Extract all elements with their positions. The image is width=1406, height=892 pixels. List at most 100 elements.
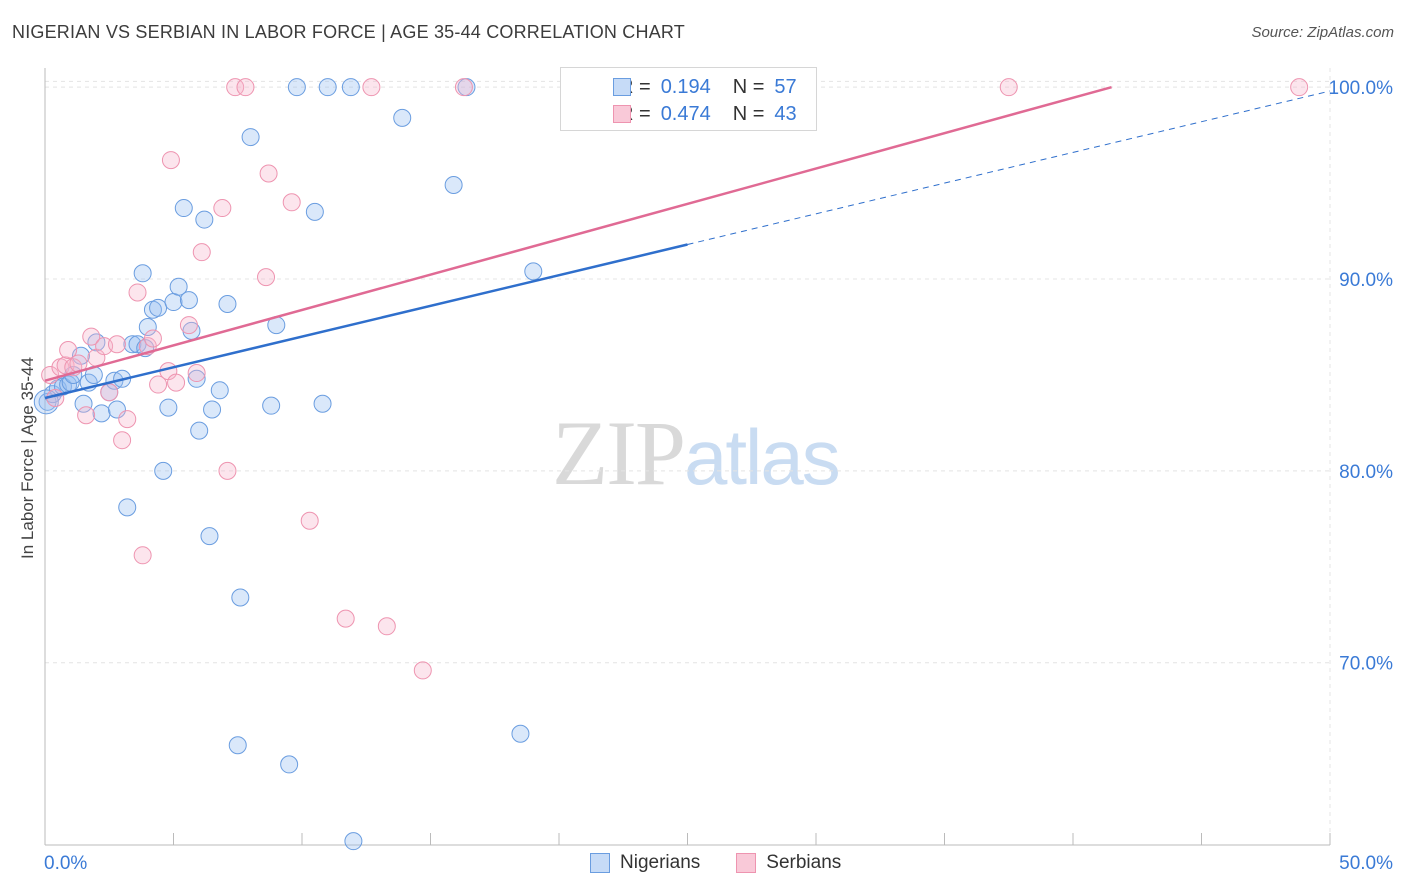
legend-swatch-nigerians [613, 78, 631, 96]
serbian-point [218, 461, 237, 480]
serbian-point [257, 268, 276, 287]
legend-n-label: N = [732, 102, 765, 125]
serbian-point [413, 661, 432, 680]
watermark-atlas: atlas [684, 413, 841, 501]
serbians-trend-line [44, 85, 1112, 382]
source-label: Source: ZipAtlas.com [1251, 24, 1394, 41]
nigerians-points [33, 78, 646, 851]
y-tick-label: 70.0% [1339, 654, 1393, 675]
nigerian-point [164, 293, 183, 312]
nigerian-point [241, 128, 260, 147]
nigerian-point [200, 527, 219, 546]
nigerian-point [149, 298, 168, 317]
x-tick-label-min: 0.0% [44, 853, 87, 874]
nigerian-point [74, 394, 93, 413]
nigerians-trend-extension [687, 90, 1331, 245]
serbian-point [454, 78, 473, 97]
nigerian-point [138, 318, 157, 336]
watermark: ZIPatlas [552, 400, 841, 506]
serbian-point [1290, 78, 1309, 97]
y-tick-label: 90.0% [1339, 270, 1393, 291]
serbian-point [192, 243, 211, 262]
legend-r-value: 0.194 [660, 75, 711, 98]
series-legend: Nigerians Serbians [590, 852, 877, 874]
serbian-point [259, 164, 278, 183]
serbian-point [377, 617, 396, 636]
serbians-label: Serbians [766, 852, 842, 873]
nigerian-point [203, 400, 222, 419]
serbians-swatch [736, 853, 757, 873]
nigerian-point [231, 588, 250, 607]
legend-row-nigerians: R = 0.194 N = 57 [587, 74, 797, 100]
serbian-point [213, 199, 232, 218]
nigerian-point [344, 832, 363, 851]
serbian-point [187, 364, 206, 383]
legend-n-label: N = [732, 75, 765, 98]
nigerian-point [210, 381, 229, 400]
nigerians-label: Nigerians [620, 852, 701, 873]
serbian-point [300, 511, 319, 530]
series-legend-nigerians: Nigerians [590, 852, 700, 874]
nigerian-point [262, 396, 281, 415]
nigerian-point [159, 398, 178, 417]
y-tick-label: 80.0% [1339, 462, 1393, 483]
serbian-point [128, 283, 147, 302]
nigerian-point [154, 461, 173, 480]
nigerian-point [174, 199, 193, 218]
serbian-point [77, 406, 96, 425]
nigerians-swatch [590, 853, 610, 873]
y-tick-label: 100.0% [1329, 78, 1394, 99]
serbian-point [236, 78, 255, 97]
nigerian-point [524, 262, 543, 281]
serbian-point [82, 327, 101, 346]
legend-n-value: 43 [774, 102, 797, 125]
nigerian-point [195, 210, 214, 229]
nigerian-point [393, 108, 412, 127]
correlation-legend: R = 0.194 N = 57 R = 0.474 N = 43 [560, 67, 817, 131]
nigerian-point [179, 291, 198, 310]
axes [44, 68, 1331, 846]
serbian-point [113, 431, 132, 450]
nigerian-point [318, 78, 337, 97]
nigerian-point [305, 202, 324, 221]
grid-lines [45, 68, 1331, 845]
nigerian-point [228, 736, 247, 755]
tick-labels: 70.0% 80.0% 90.0% 100.0% 0.0% 50.0% [44, 78, 1393, 874]
nigerian-point [187, 369, 206, 388]
serbian-point [107, 335, 126, 354]
chart-title: NIGERIAN VS SERBIAN IN LABOR FORCE | AGE… [12, 22, 685, 42]
legend-row-serbians: R = 0.474 N = 43 [587, 101, 797, 127]
serbian-point [167, 373, 186, 392]
serbian-point [59, 341, 78, 360]
serbian-point [362, 78, 381, 97]
nigerian-point [190, 421, 209, 440]
nigerians-trend-line [44, 243, 688, 400]
serbian-point [143, 329, 162, 348]
nigerian-point [218, 294, 237, 313]
nigerian-point [280, 755, 299, 774]
nigerian-point [287, 78, 306, 97]
nigerian-point [313, 394, 332, 413]
serbian-point [149, 375, 168, 394]
nigerian-point [511, 724, 530, 743]
nigerian-point [169, 277, 188, 296]
legend-n-value: 57 [774, 75, 797, 98]
nigerian-point [341, 78, 360, 97]
serbian-point [161, 151, 180, 170]
legend-r-value: 0.474 [660, 102, 711, 125]
serbian-point [133, 546, 152, 565]
trend-lines [44, 85, 1331, 400]
serbian-point [282, 193, 301, 212]
nigerian-point [133, 264, 152, 283]
watermark-zip: ZIP [552, 402, 686, 504]
serbian-point [226, 78, 245, 97]
serbian-point [118, 410, 137, 429]
nigerian-point [92, 404, 111, 423]
series-legend-serbians: Serbians [736, 852, 841, 874]
x-tick-label-max: 50.0% [1339, 853, 1393, 874]
nigerian-point [118, 498, 137, 517]
serbian-point [999, 78, 1018, 97]
legend-swatch-serbians [613, 105, 631, 123]
serbian-point [336, 609, 355, 628]
